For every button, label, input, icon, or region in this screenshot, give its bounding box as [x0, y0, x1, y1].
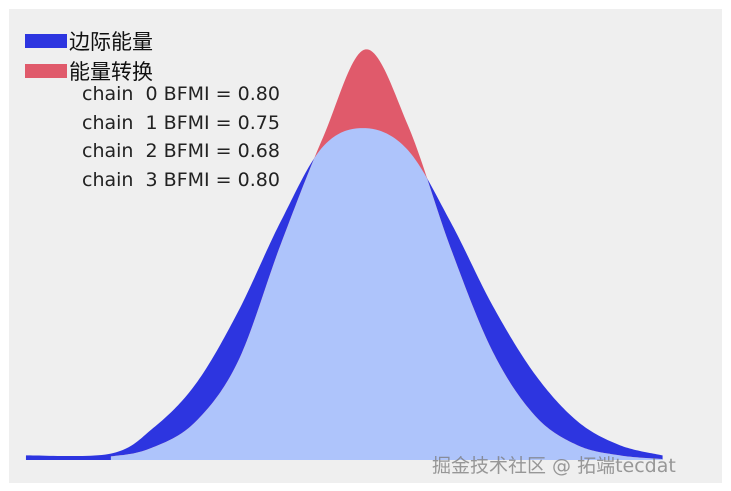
bfmi-annotations: chain 0 BFMI = 0.80 chain 1 BFMI = 0.75 … — [82, 80, 280, 194]
legend: 边际能量 能量转换 — [25, 26, 153, 86]
legend-swatch — [25, 34, 67, 48]
bfmi-annotation: chain 0 BFMI = 0.80 — [82, 83, 280, 105]
bfmi-annotation: chain 2 BFMI = 0.68 — [82, 140, 280, 162]
legend-entry-energy-transition: 能量转换 — [25, 56, 153, 86]
series-tail-marginal-energy — [25, 456, 111, 460]
bfmi-annotation: chain 3 BFMI = 0.80 — [82, 168, 280, 191]
series-overlap-area — [25, 128, 663, 460]
bfmi-annotation: chain 1 BFMI = 0.75 — [82, 111, 280, 134]
legend-swatch — [25, 64, 67, 78]
legend-entry-marginal-energy: 边际能量 — [25, 26, 153, 56]
legend-label: 边际能量 — [69, 30, 153, 54]
watermark: 掘金技术社区 @ 拓端tecdat — [432, 455, 676, 477]
legend-label: 能量转换 — [69, 60, 153, 84]
